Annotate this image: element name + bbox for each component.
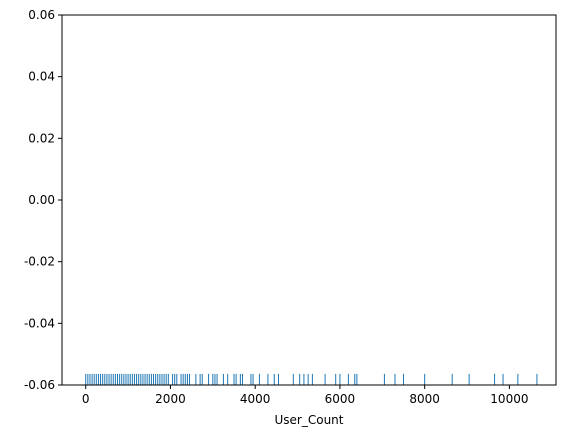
- x-tick-label: 4000: [240, 392, 271, 406]
- x-tick-label: 2000: [155, 392, 186, 406]
- y-tick-label: 0.06: [28, 8, 55, 22]
- x-tick-label: 10000: [490, 392, 528, 406]
- x-tick-label: 0: [82, 392, 90, 406]
- x-tick-label: 6000: [325, 392, 356, 406]
- axes-frame: [61, 14, 557, 386]
- x-axis-label: User_Count: [275, 413, 344, 427]
- y-tick-label: -0.06: [24, 378, 55, 392]
- y-tick-label: 0.02: [28, 131, 55, 145]
- y-tick-label: -0.02: [24, 255, 55, 269]
- y-tick-label: -0.04: [24, 316, 55, 330]
- x-tick-label: 8000: [409, 392, 440, 406]
- y-tick-label: 0.00: [28, 193, 55, 207]
- y-tick-label: 0.04: [28, 70, 55, 84]
